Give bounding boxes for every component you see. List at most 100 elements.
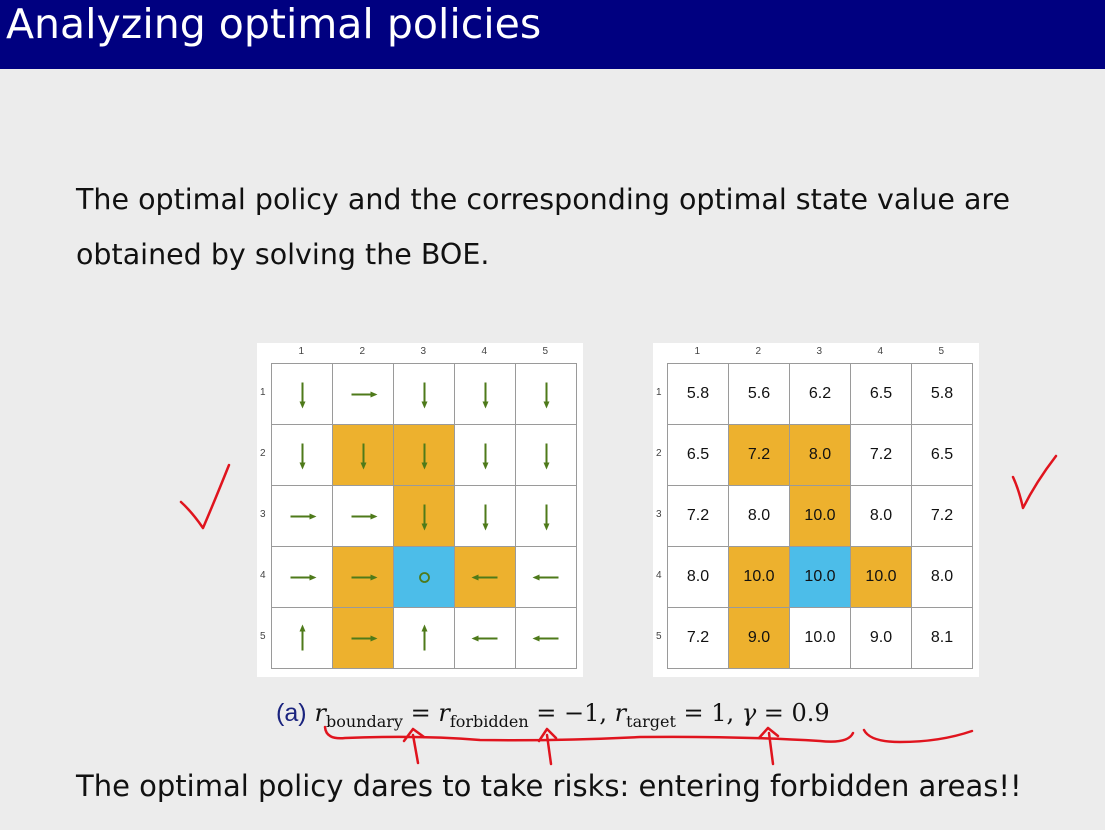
reward-symbol: r bbox=[614, 699, 627, 727]
state-value: 5.6 bbox=[747, 385, 771, 402]
arrow-right-icon bbox=[290, 513, 317, 520]
underline-rewards bbox=[323, 725, 855, 743]
state-value: 7.2 bbox=[930, 507, 954, 524]
column-number: 2 bbox=[359, 346, 366, 357]
gamma-symbol: γ bbox=[741, 699, 757, 727]
state-value: 7.2 bbox=[747, 446, 771, 463]
grid-cell: 5.8 bbox=[911, 363, 973, 425]
column-number: 3 bbox=[816, 346, 823, 357]
grid-cell: 5.6 bbox=[728, 363, 790, 425]
sub-boundary: boundary bbox=[326, 711, 403, 731]
state-value: 8.0 bbox=[930, 568, 954, 585]
arrow-down-icon bbox=[421, 504, 428, 531]
target-cell: 10.0 bbox=[789, 546, 851, 608]
forbidden-cell: 7.2 bbox=[728, 424, 790, 486]
state-value: 9.0 bbox=[869, 629, 893, 646]
row-number: 3 bbox=[656, 508, 662, 520]
bottom-text: The optimal policy dares to take risks: … bbox=[76, 769, 1022, 803]
grid-cell bbox=[454, 607, 516, 669]
grid-cell: 8.0 bbox=[850, 485, 912, 547]
state-value: 6.2 bbox=[808, 385, 832, 402]
arrow-left-icon bbox=[532, 574, 559, 581]
column-number: 2 bbox=[755, 346, 762, 357]
state-value: 5.8 bbox=[930, 385, 954, 402]
state-value: 6.5 bbox=[686, 446, 710, 463]
underline-gamma bbox=[862, 728, 974, 744]
forbidden-cell bbox=[393, 424, 455, 486]
arrow-down-icon bbox=[543, 504, 550, 531]
row-number: 5 bbox=[260, 630, 266, 642]
title-bar: Analyzing optimal policies bbox=[0, 0, 1105, 69]
arrow-up-icon bbox=[299, 624, 306, 651]
policy-grid: 1 2 3 4 5 1 2 3 4 5 bbox=[257, 343, 583, 677]
state-value: 7.2 bbox=[869, 446, 893, 463]
row-number: 4 bbox=[656, 569, 662, 581]
forbidden-cell: 9.0 bbox=[728, 607, 790, 669]
arrow-up-forbidden bbox=[537, 727, 558, 766]
arrow-up-target bbox=[757, 726, 780, 766]
arrow-right-icon bbox=[351, 574, 378, 581]
grid-cell bbox=[515, 607, 577, 669]
grid-cell: 7.2 bbox=[667, 607, 729, 669]
value-grid: 1 2 3 4 5 1 2 3 4 5 5.8 5.6 6.2 6.5 5.8 6.5 7.2 8.0 7.2 6.5… bbox=[653, 343, 979, 677]
reward-symbol: r bbox=[438, 699, 450, 727]
column-number: 5 bbox=[542, 346, 549, 357]
state-value: 8.1 bbox=[930, 629, 954, 646]
state-value: 10.0 bbox=[743, 568, 775, 585]
row-number: 2 bbox=[260, 447, 266, 459]
forbidden-cell: 10.0 bbox=[789, 485, 851, 547]
check-mark-right bbox=[1011, 454, 1058, 510]
state-value: 8.0 bbox=[686, 568, 710, 585]
eq2: = −1, bbox=[528, 699, 615, 727]
row-number: 2 bbox=[656, 447, 662, 459]
arrow-down-icon bbox=[543, 443, 550, 470]
grid-cell: 10.0 bbox=[789, 607, 851, 669]
arrow-down-icon bbox=[299, 443, 306, 470]
arrow-down-icon bbox=[543, 382, 550, 409]
arrow-right-icon bbox=[290, 574, 317, 581]
target-cell bbox=[393, 546, 455, 608]
column-number: 4 bbox=[481, 346, 488, 357]
grid-cell bbox=[393, 607, 455, 669]
arrow-down-icon bbox=[482, 382, 489, 409]
slide-title: Analyzing optimal policies bbox=[6, 0, 542, 48]
row-number: 1 bbox=[260, 386, 266, 398]
grid-cell: 8.0 bbox=[911, 546, 973, 608]
arrow-down-icon bbox=[299, 382, 306, 409]
grid-cell bbox=[332, 363, 394, 425]
arrow-right-icon bbox=[351, 635, 378, 642]
arrow-down-icon bbox=[482, 504, 489, 531]
figure-caption: (a) rboundary = rforbidden = −1, rtarget… bbox=[276, 696, 830, 739]
arrow-left-icon bbox=[532, 635, 559, 642]
forbidden-cell bbox=[332, 607, 394, 669]
row-number: 1 bbox=[656, 386, 662, 398]
state-value: 5.8 bbox=[686, 385, 710, 402]
sub-forbidden: forbidden bbox=[449, 711, 529, 731]
state-value: 8.0 bbox=[747, 507, 771, 524]
forbidden-cell: 10.0 bbox=[728, 546, 790, 608]
state-value: 10.0 bbox=[804, 629, 836, 646]
forbidden-cell: 10.0 bbox=[850, 546, 912, 608]
state-value: 10.0 bbox=[804, 568, 836, 585]
arrow-right-icon bbox=[351, 391, 378, 398]
check-mark-left bbox=[179, 463, 231, 530]
row-number: 5 bbox=[656, 630, 662, 642]
state-value: 8.0 bbox=[869, 507, 893, 524]
grid-cell: 9.0 bbox=[850, 607, 912, 669]
state-value: 7.2 bbox=[686, 629, 710, 646]
arrow-up-icon bbox=[421, 624, 428, 651]
state-value: 9.0 bbox=[747, 629, 771, 646]
column-number: 1 bbox=[298, 346, 305, 357]
column-number: 3 bbox=[420, 346, 427, 357]
grid-cell: 6.2 bbox=[789, 363, 851, 425]
forbidden-cell: 8.0 bbox=[789, 424, 851, 486]
reward-symbol: r bbox=[314, 699, 326, 727]
stay-circle-icon bbox=[419, 572, 430, 583]
arrow-left-icon bbox=[471, 635, 498, 642]
column-number: 1 bbox=[694, 346, 701, 357]
state-value: 10.0 bbox=[865, 568, 897, 585]
arrow-up-boundary bbox=[402, 727, 426, 765]
arrow-right-icon bbox=[351, 513, 378, 520]
state-value: 7.2 bbox=[686, 507, 710, 524]
